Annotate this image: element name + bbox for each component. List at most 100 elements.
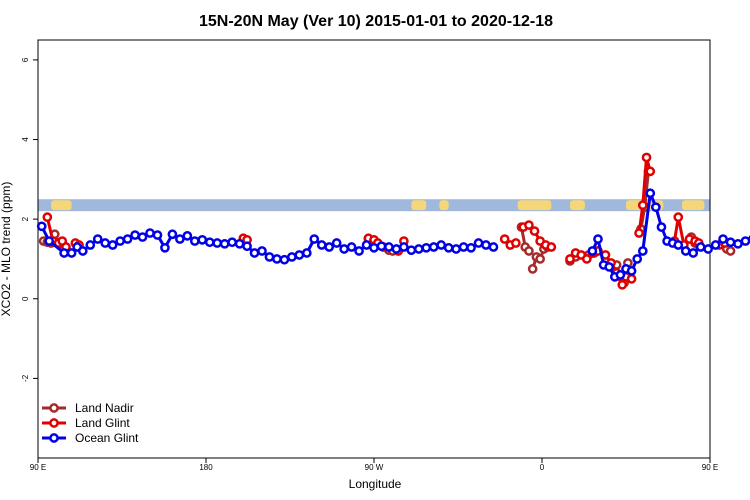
data-point [626, 274, 637, 284]
data-point [637, 200, 648, 211]
data-point [361, 240, 372, 250]
data-point [488, 242, 499, 252]
data-point [645, 166, 656, 177]
data-point [673, 212, 684, 223]
legend-label: Land Glint [75, 416, 130, 430]
legend-label: Land Nadir [75, 401, 134, 415]
data-point [66, 248, 77, 258]
data-point [346, 242, 357, 252]
data-point [406, 245, 417, 256]
data-point [316, 240, 327, 250]
y-tick-label: 0 [21, 296, 30, 301]
data-point [182, 231, 193, 241]
data-point [703, 244, 713, 254]
data-point [42, 212, 53, 223]
data-point [725, 237, 736, 248]
data-point [227, 237, 237, 248]
data-point [339, 244, 349, 254]
data-point [626, 266, 637, 276]
data-point [473, 238, 484, 248]
data-point [641, 152, 652, 163]
data-point [219, 238, 230, 249]
data-point [391, 244, 402, 254]
data-point [673, 240, 684, 250]
data-point [204, 237, 215, 248]
data-point [279, 254, 290, 265]
data-point [458, 242, 469, 252]
x-axis-label: Longitude [349, 477, 402, 491]
y-tick-label: 4 [21, 137, 30, 142]
land-patch [570, 200, 585, 211]
data-point [331, 238, 342, 248]
y-tick-label: 2 [21, 216, 30, 221]
land-patch [51, 200, 72, 211]
data-point [651, 202, 661, 213]
data-point [733, 238, 743, 249]
data-point [451, 244, 461, 254]
series-layer [36, 152, 750, 290]
legend-swatch-marker [49, 433, 59, 443]
data-point [524, 220, 534, 230]
land-ocean-strip [38, 199, 710, 212]
data-point [443, 242, 454, 253]
data-point [77, 246, 88, 256]
series-2 [36, 188, 750, 282]
data-point [189, 236, 200, 246]
data-point [384, 242, 394, 252]
data-point [137, 232, 148, 242]
data-point [604, 262, 615, 272]
data-point [645, 188, 656, 199]
data-point [695, 242, 706, 252]
data-point [632, 254, 643, 264]
data-point [587, 246, 598, 256]
data-point [167, 229, 178, 240]
data-point [546, 242, 557, 252]
data-point [152, 230, 163, 240]
x-tick-label: 0 [540, 463, 545, 472]
data-point [436, 240, 447, 250]
data-point [100, 238, 111, 248]
ocean-strip [38, 199, 710, 212]
data-point [581, 254, 592, 264]
data-point [710, 240, 721, 250]
legend-label: Ocean Glint [75, 431, 139, 445]
data-point [301, 248, 312, 258]
data-point [740, 236, 750, 246]
data-point [92, 234, 103, 244]
data-point [565, 254, 575, 264]
data-point [122, 234, 133, 244]
land-patch [682, 200, 705, 211]
data-point [617, 279, 628, 290]
data-point [413, 244, 424, 254]
data-point [688, 248, 699, 258]
data-point [287, 252, 297, 262]
data-point [428, 242, 439, 252]
data-point [511, 238, 521, 248]
data-point [264, 252, 275, 262]
y-tick-label: -2 [21, 374, 30, 382]
data-point [145, 228, 155, 238]
x-tick-label: 180 [199, 463, 213, 472]
land-patch [411, 200, 427, 211]
data-point [234, 238, 245, 249]
data-point [725, 246, 736, 256]
legend-swatch-marker [49, 418, 59, 428]
data-point [615, 270, 626, 280]
data-point [36, 221, 47, 232]
legend-swatch-marker [49, 403, 59, 413]
data-point [354, 246, 364, 256]
x-tick-label: 90 E [702, 463, 718, 472]
x-tick-label: 90 W [365, 463, 384, 472]
data-point [481, 240, 491, 250]
y-axis-label: XCO2 - MLO trend (ppm) [0, 182, 13, 317]
data-point [107, 240, 118, 250]
data-point [175, 234, 185, 244]
land-patch [439, 200, 449, 211]
data-point [535, 254, 545, 264]
data-point [718, 234, 728, 244]
data-point [249, 248, 260, 258]
series-line [637, 155, 652, 234]
y-tick-label: 6 [21, 57, 30, 62]
